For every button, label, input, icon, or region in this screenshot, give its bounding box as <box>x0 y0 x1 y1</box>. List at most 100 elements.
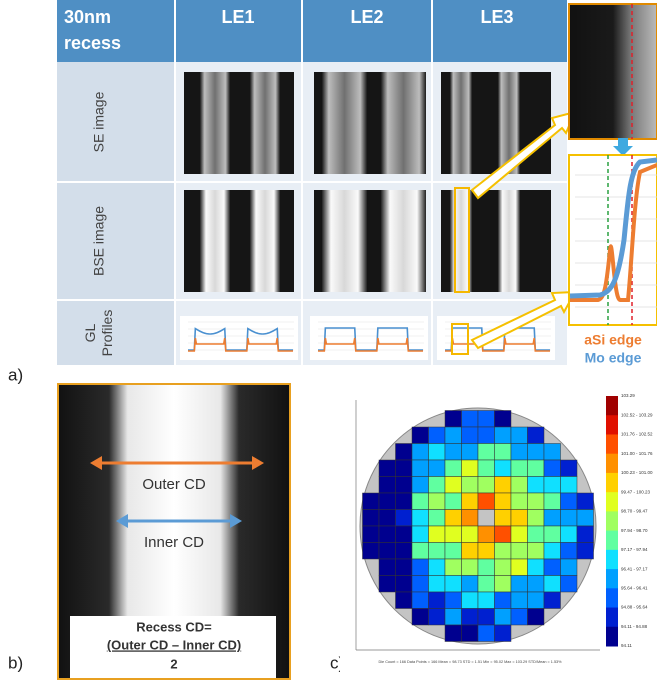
die <box>478 444 495 461</box>
figure: 30nmrecessLE1LE2LE3SE imageBSE imageGLPr… <box>0 0 657 680</box>
sem-line <box>498 190 520 292</box>
die <box>396 592 413 609</box>
scale-label: 101.76 - 102.52 <box>621 432 653 437</box>
column-header: LE3 <box>480 7 513 27</box>
die <box>478 427 495 444</box>
scale-label: 103.29 <box>621 393 635 398</box>
die <box>412 559 429 576</box>
die <box>363 493 380 510</box>
die <box>396 444 413 461</box>
sem-line <box>322 72 367 174</box>
die <box>396 460 413 477</box>
die <box>544 526 561 543</box>
color-scale <box>606 588 618 608</box>
scale-label: 94.11 <box>621 643 632 648</box>
die <box>379 543 396 560</box>
die <box>495 444 512 461</box>
die <box>412 427 429 444</box>
die <box>495 526 512 543</box>
die <box>528 526 545 543</box>
die <box>544 510 561 527</box>
die <box>462 510 479 527</box>
die <box>445 444 462 461</box>
die <box>478 493 495 510</box>
scale-label: 94.88 - 95.64 <box>621 605 648 610</box>
die <box>577 493 594 510</box>
die <box>462 493 479 510</box>
color-scale <box>606 511 618 531</box>
die <box>412 510 429 527</box>
die <box>429 526 446 543</box>
die <box>429 444 446 461</box>
die <box>462 576 479 593</box>
die <box>511 460 528 477</box>
die <box>544 444 561 461</box>
die <box>363 510 380 527</box>
die <box>412 576 429 593</box>
die <box>412 444 429 461</box>
die <box>511 576 528 593</box>
die <box>396 543 413 560</box>
die <box>429 510 446 527</box>
die <box>495 609 512 626</box>
die <box>429 460 446 477</box>
die <box>511 526 528 543</box>
color-scale <box>606 473 618 493</box>
scale-label: 97.17 - 97.94 <box>621 547 648 552</box>
die <box>462 477 479 494</box>
row-label: BSE image <box>91 206 107 276</box>
die <box>478 477 495 494</box>
map-footer: Die Count = 166 Data Points = 166 Mean =… <box>378 660 562 664</box>
die <box>577 543 594 560</box>
die <box>511 477 528 494</box>
legend-label: Mo edge <box>585 350 642 366</box>
die <box>462 625 479 642</box>
color-scale <box>606 531 618 551</box>
scale-label: 97.94 - 98.70 <box>621 528 648 533</box>
die <box>478 460 495 477</box>
scale-label: 96.41 - 97.17 <box>621 566 648 571</box>
die <box>429 543 446 560</box>
die <box>528 609 545 626</box>
color-scale <box>606 454 618 474</box>
zoom-image <box>569 4 657 139</box>
profile-plot <box>310 316 428 360</box>
die <box>445 493 462 510</box>
die <box>379 460 396 477</box>
corner-label: 30nm <box>64 7 111 27</box>
die <box>495 592 512 609</box>
formula: Recess CD= <box>136 619 212 634</box>
sem-line <box>322 190 367 292</box>
die <box>561 559 578 576</box>
color-scale <box>606 415 618 435</box>
die <box>495 460 512 477</box>
die <box>445 526 462 543</box>
color-scale <box>606 627 618 647</box>
die <box>544 543 561 560</box>
die <box>396 576 413 593</box>
die <box>478 559 495 576</box>
column-header: LE2 <box>350 7 383 27</box>
die <box>379 510 396 527</box>
scale-label: 100.23 - 101.00 <box>621 470 653 475</box>
die <box>544 576 561 593</box>
color-scale <box>606 569 618 589</box>
die <box>544 559 561 576</box>
die <box>561 543 578 560</box>
scale-label: 94.11 - 94.88 <box>621 624 648 629</box>
die <box>445 411 462 428</box>
die <box>478 625 495 642</box>
scale-label: 98.70 - 99.47 <box>621 509 648 514</box>
die <box>561 477 578 494</box>
die <box>561 493 578 510</box>
die <box>544 493 561 510</box>
scale-label: 95.64 - 96.41 <box>621 585 648 590</box>
cd-label: Outer CD <box>142 476 206 493</box>
die <box>462 427 479 444</box>
die <box>412 493 429 510</box>
die <box>544 477 561 494</box>
die <box>429 427 446 444</box>
die <box>412 543 429 560</box>
die <box>577 510 594 527</box>
die <box>528 427 545 444</box>
